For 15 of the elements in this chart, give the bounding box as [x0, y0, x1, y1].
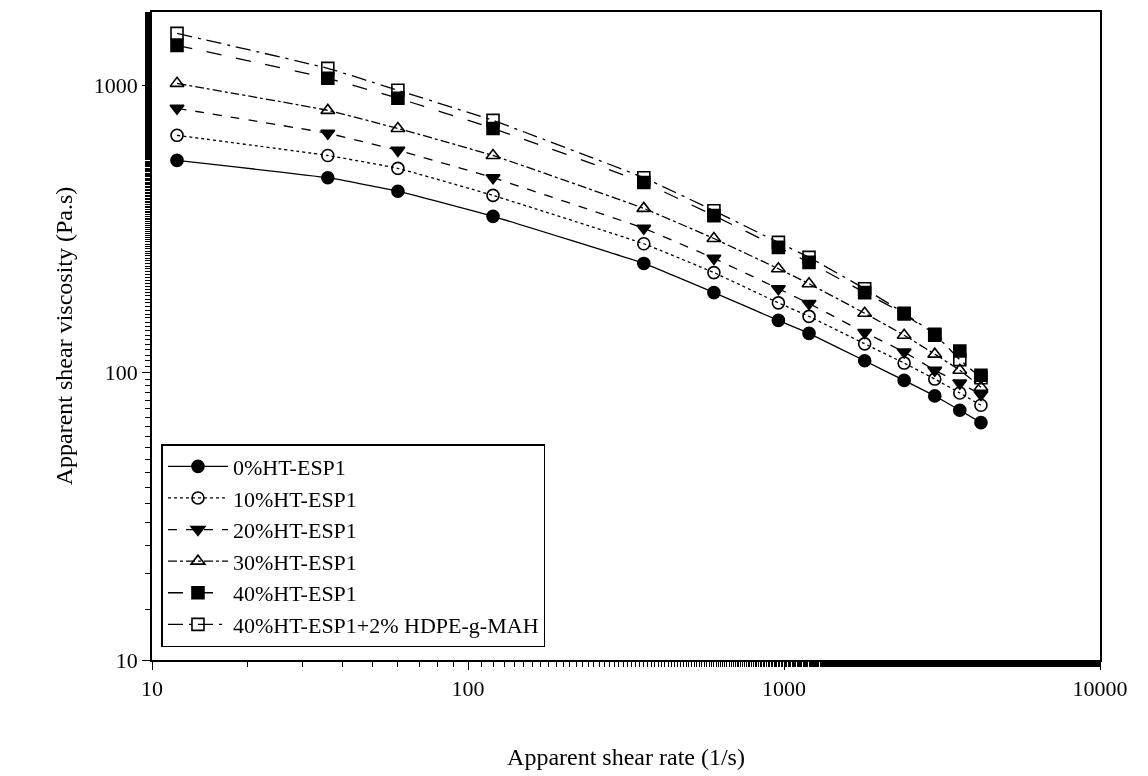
x-tick-label: 1000 — [762, 676, 806, 702]
legend-label: 20%HT-ESP1 — [232, 518, 357, 544]
legend-label: 10%HT-ESP1 — [232, 486, 357, 512]
y-tick-label: 1000 — [93, 73, 138, 99]
legend-label: 40%HT-ESP1+2% HDPE-g-MAH — [232, 612, 539, 638]
y-axis-title: Apparent shear viscosity (Pa.s) — [51, 186, 78, 486]
y-tick-label: 100 — [104, 360, 138, 386]
x-tick-label: 100 — [451, 676, 485, 702]
x-tick-label: 10 — [141, 676, 163, 702]
x-tick-label: 10000 — [1072, 676, 1128, 702]
x-axis-title: Apparent shear rate (1/s) — [507, 743, 745, 770]
legend-label: 30%HT-ESP1 — [232, 549, 357, 575]
y-tick-label: 10 — [115, 647, 138, 673]
legend-label: 0%HT-ESP1 — [232, 454, 346, 480]
legend-label: 40%HT-ESP1 — [232, 581, 357, 607]
